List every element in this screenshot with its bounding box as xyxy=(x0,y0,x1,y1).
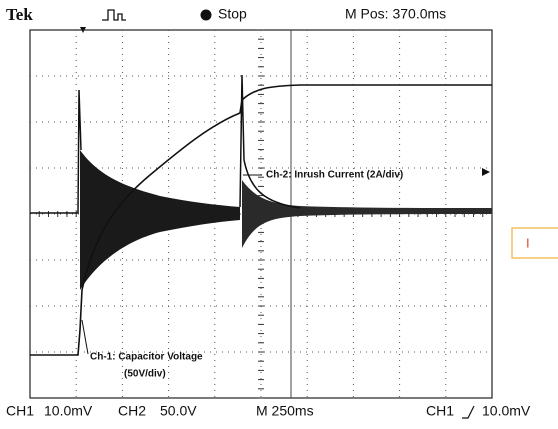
trigger-level: 10.0mV xyxy=(482,403,531,419)
timebase: M 250ms xyxy=(256,403,314,419)
ch2-noise-band xyxy=(80,150,240,290)
ch2-trace xyxy=(30,90,81,213)
stop-indicator xyxy=(201,10,212,21)
status: Stop xyxy=(218,6,247,22)
ch2-noise-band-2 xyxy=(242,180,492,248)
scope-screen: Tek Stop M Pos: 370.0ms Ch-2: Inrush Cur… xyxy=(0,0,558,424)
ch2-annotation: Ch-2: Inrush Current (2A/div) xyxy=(266,170,403,181)
side-box xyxy=(512,228,558,258)
trigger-icon xyxy=(102,10,126,20)
trigger-slope-icon xyxy=(462,406,474,418)
ch1-scale-annotation: (50V/div) xyxy=(124,369,166,380)
ch2-label: CH2 xyxy=(118,403,146,419)
ch1-scale: 10.0mV xyxy=(44,403,93,419)
position: M Pos: 370.0ms xyxy=(345,6,446,22)
ch1-annotation: Ch-1: Capacitor Voltage xyxy=(90,352,203,363)
ch1-label: CH1 xyxy=(6,403,34,419)
page: {"header": {"brand": "Tek", "status": "S… xyxy=(0,0,558,424)
ch2-ground-marker xyxy=(482,168,490,176)
side-label: I xyxy=(526,235,530,250)
ch1-leader xyxy=(82,320,88,354)
ch2-scale: 50.0V xyxy=(160,403,197,419)
brand: Tek xyxy=(6,5,33,24)
trigger-source: CH1 xyxy=(426,403,454,419)
